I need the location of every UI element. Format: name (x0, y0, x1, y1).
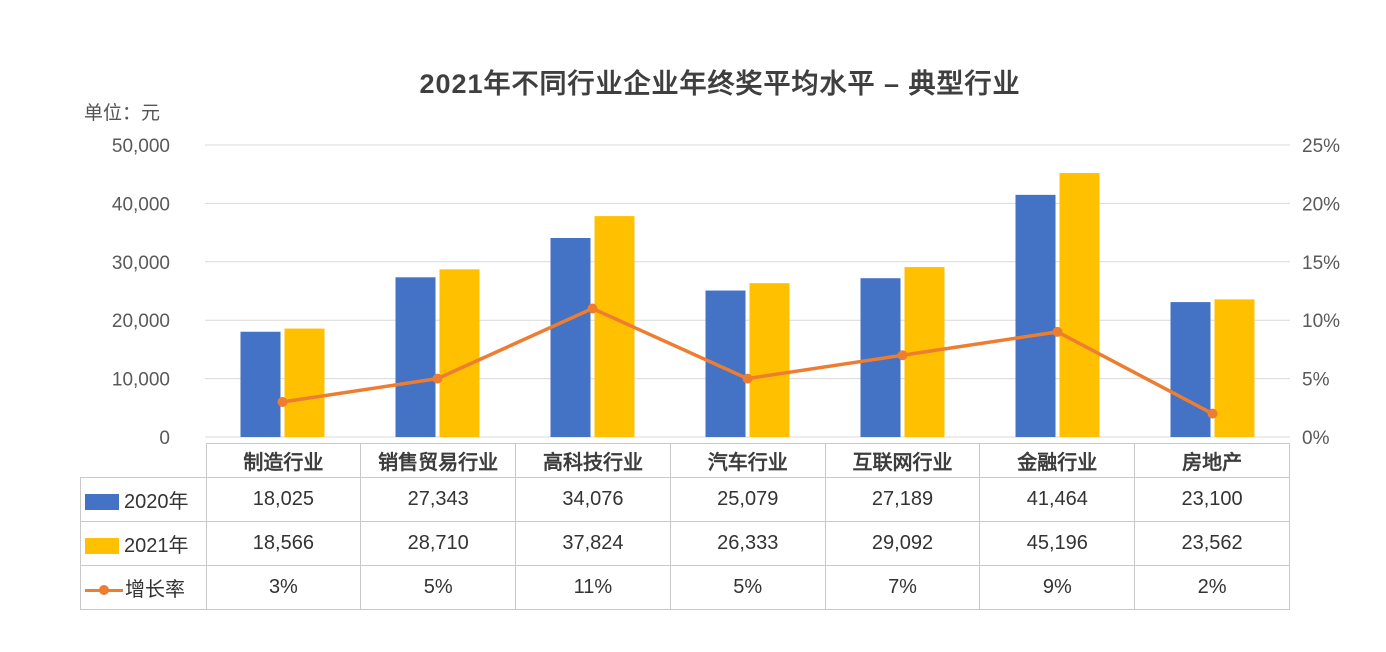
bar-2020年 (240, 331, 281, 437)
right-axis-tick-label: 5% (1302, 370, 1330, 391)
bar-2020年 (395, 277, 436, 437)
category-header: 制造行业 (205, 443, 362, 478)
left-axis-tick-label: 30,000 (112, 253, 170, 274)
bar-2021年 (594, 216, 635, 437)
bar-2020年 (1015, 194, 1056, 437)
legend-swatch-icon (85, 494, 119, 510)
data-table: 制造行业 销售贸易行业 高科技行业 汽车行业 互联网行业 金融行业 房地产 2020年 18,0… (80, 443, 1290, 610)
table-row: 2021年 18,566 28,710 37,824 26,333 29,092 45,19… (80, 521, 1290, 566)
table-header-row: 制造行业 销售贸易行业 高科技行业 汽车行业 互联网行业 金融行业 房地产 (81, 443, 1290, 478)
table-cell: 23,100 (1134, 477, 1290, 522)
table-cell: 18,566 (205, 521, 362, 566)
table-cell: 28,710 (360, 521, 517, 566)
chart-title: 2021年不同行业企业年终奖平均水平 – 典型行业 (419, 69, 1021, 99)
table-cell: 23,562 (1134, 521, 1290, 566)
legend-2020年: 2020年 (80, 477, 207, 522)
table-cell: 45,196 (979, 521, 1136, 566)
category-header: 高科技行业 (515, 443, 671, 478)
category-header: 销售贸易行业 (360, 443, 517, 478)
category-header: 房地产 (1134, 443, 1290, 478)
table-cell: 26,333 (669, 521, 826, 566)
right-axis-tick-label: 20% (1302, 194, 1340, 215)
left-axis-tick-label: 50,000 (112, 136, 170, 157)
table-cell: 5% (669, 565, 826, 610)
left-axis-tick-label: 10,000 (112, 370, 170, 391)
table-row: 增长率 3% 5% 11% 5% 7% 9% 2% (80, 565, 1290, 610)
table-cell: 2% (1134, 565, 1290, 610)
growth-rate-marker-icon (277, 396, 288, 407)
left-axis-tick-label: 20,000 (112, 311, 170, 332)
table-cell: 11% (515, 565, 671, 610)
bar-2021年 (1214, 299, 1255, 437)
table-cell: 18,025 (205, 477, 362, 522)
bar-2020年 (550, 237, 591, 437)
category-header: 汽车行业 (669, 443, 826, 478)
legend-增长率: 增长率 (80, 565, 207, 610)
growth-rate-marker-icon (742, 373, 753, 384)
bar-2021年 (749, 283, 790, 437)
table-cell: 25,079 (669, 477, 826, 522)
table-row: 2020年 18,025 27,343 34,076 25,079 27,189 41,46… (80, 477, 1290, 522)
table-cell: 29,092 (824, 521, 981, 566)
table-cell: 5% (360, 565, 517, 610)
bar-2020年 (1170, 302, 1211, 437)
category-header: 互联网行业 (824, 443, 981, 478)
legend-label: 增长率 (125, 579, 185, 601)
right-axis-tick-label: 15% (1302, 253, 1340, 274)
growth-rate-marker-icon (1052, 326, 1063, 337)
category-header: 金融行业 (979, 443, 1136, 478)
table-cell: 41,464 (979, 477, 1136, 522)
table-cell: 9% (979, 565, 1136, 610)
growth-rate-marker-icon (587, 303, 598, 314)
bar-2021年 (439, 269, 480, 437)
left-axis-tick-label: 40,000 (112, 194, 170, 215)
right-axis-tick-label: 25% (1302, 136, 1340, 157)
legend-swatch-icon (85, 538, 119, 554)
table-corner-cell (81, 444, 207, 478)
legend-label: 2020年 (124, 491, 189, 513)
table-cell: 27,189 (824, 477, 981, 522)
table-cell: 27,343 (360, 477, 517, 522)
axis-unit-label: 单位：元 (84, 103, 161, 124)
bar-2021年 (284, 328, 325, 437)
table-cell: 7% (824, 565, 981, 610)
growth-rate-marker-icon (432, 373, 443, 384)
growth-rate-marker-icon (897, 350, 908, 361)
table-cell: 3% (205, 565, 362, 610)
growth-rate-marker-icon (1207, 408, 1218, 419)
right-axis-tick-label: 0% (1302, 428, 1330, 449)
bar-2021年 (1059, 173, 1100, 437)
table-cell: 34,076 (515, 477, 671, 522)
legend-line-icon (85, 582, 123, 598)
legend-2021年: 2021年 (80, 521, 207, 566)
legend-label: 2021年 (124, 535, 189, 557)
right-axis-tick-label: 10% (1302, 311, 1340, 332)
left-axis-tick-label: 0 (159, 428, 170, 449)
table-cell: 37,824 (515, 521, 671, 566)
